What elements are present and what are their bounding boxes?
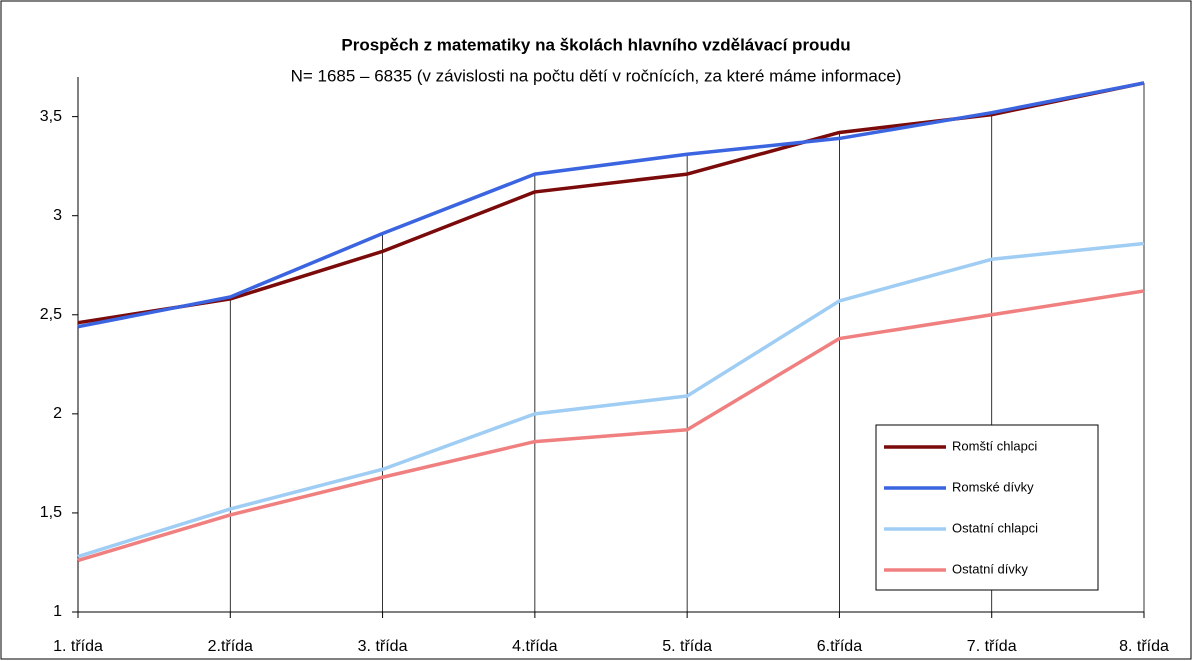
legend-label: Ostatní dívky xyxy=(952,561,1028,576)
series-line xyxy=(77,81,1145,329)
x-tick-label: 7. třída xyxy=(967,638,1017,655)
x-tick-label: 1. třída xyxy=(53,638,103,655)
y-tick-label: 3 xyxy=(53,207,62,224)
series-line xyxy=(77,241,1145,559)
chart-title: Prospěch z matematiky na školách hlavníh… xyxy=(341,35,850,54)
y-tick-label: 1 xyxy=(53,603,62,620)
y-tick-label: 2,5 xyxy=(40,306,62,323)
y-tick-label: 1,5 xyxy=(40,504,62,521)
y-tick-label: 3,5 xyxy=(40,108,62,125)
x-tick-label: 2.třída xyxy=(208,638,253,655)
x-tick-label: 6.třída xyxy=(817,638,862,655)
y-tick-label: 2 xyxy=(53,405,62,422)
legend-label: Ostatní chlapci xyxy=(952,520,1038,535)
legend-box xyxy=(875,424,1099,591)
x-tick-label: 5. třída xyxy=(662,638,712,655)
x-tick-label: 8. třída xyxy=(1119,638,1169,655)
x-tick-label: 4.třída xyxy=(512,638,557,655)
x-tick-label: 3. třída xyxy=(358,638,408,655)
legend-label: Romské dívky xyxy=(952,479,1034,494)
series-line xyxy=(77,289,1145,563)
chart-subtitle: N= 1685 – 6835 (v závislosti na počtu dě… xyxy=(291,66,902,85)
legend-label: Romští chlapci xyxy=(952,438,1037,453)
